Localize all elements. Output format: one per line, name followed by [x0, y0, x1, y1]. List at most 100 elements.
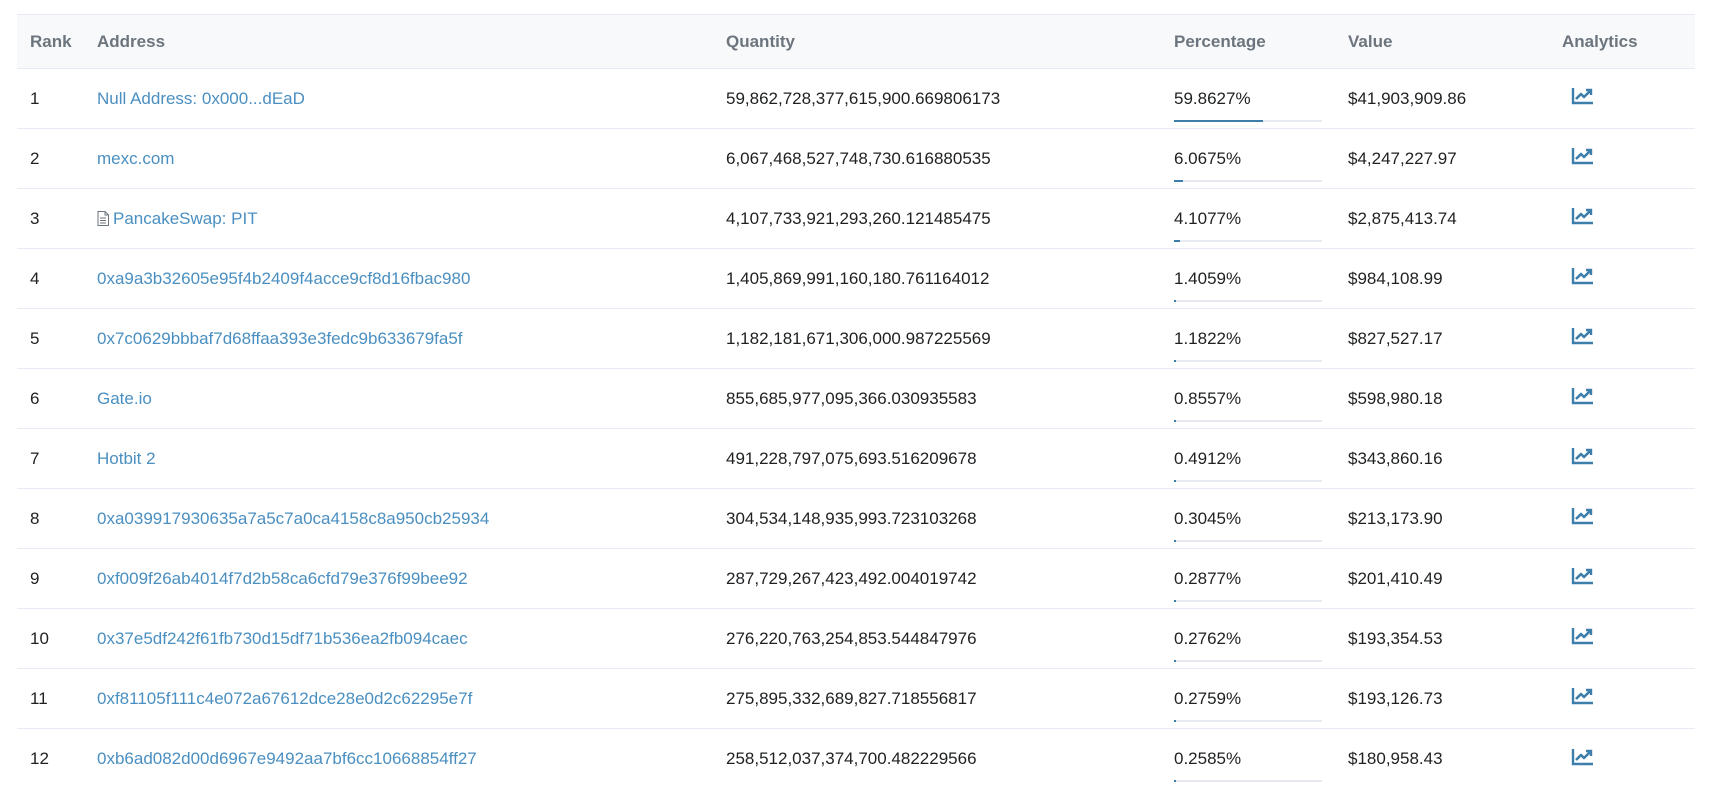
holders-table: Rank Address Quantity Percentage Value A…	[17, 14, 1695, 789]
chart-line-icon[interactable]	[1571, 206, 1595, 226]
rank-cell: 3	[30, 208, 40, 228]
address-cell: 0xf009f26ab4014f7d2b58ca6cfd79e376f99bee…	[97, 569, 726, 589]
percentage-bar-fill	[1174, 119, 1263, 122]
percentage-cell: 1.1822%	[1174, 328, 1348, 362]
table-row: 3 PancakeSwap: PIT 4,107,733,921,293,260.1…	[17, 189, 1695, 249]
address-link[interactable]: 0x7c0629bbbaf7d68ffaa393e3fedc9b633679fa…	[97, 328, 463, 348]
address-cell: Hotbit 2	[97, 449, 726, 469]
chart-line-icon[interactable]	[1571, 626, 1595, 646]
percentage-text: 0.4912%	[1174, 448, 1242, 468]
percentage-bar	[1174, 359, 1322, 362]
percentage-bar-fill	[1174, 780, 1176, 782]
analytics-cell	[1562, 86, 1695, 111]
address-cell: 0xb6ad082d00d6967e9492aa7bf6cc10668854ff…	[97, 749, 726, 769]
address-link[interactable]: 0xf009f26ab4014f7d2b58ca6cfd79e376f99bee…	[97, 568, 468, 588]
percentage-text: 0.3045%	[1174, 508, 1242, 528]
percentage-bar-fill	[1174, 239, 1181, 242]
chart-line-icon[interactable]	[1571, 146, 1595, 166]
percentage-bar	[1174, 299, 1322, 302]
percentage-text: 1.1822%	[1174, 328, 1242, 348]
quantity-cell: 4,107,733,921,293,260.121485475	[726, 208, 991, 228]
table-row: 5 0x7c0629bbbaf7d68ffaa393e3fedc9b633679f…	[17, 309, 1695, 369]
address-cell: mexc.com	[97, 149, 726, 169]
percentage-bar	[1174, 719, 1322, 722]
chart-line-icon[interactable]	[1571, 506, 1595, 526]
address-link[interactable]: PancakeSwap: PIT	[113, 208, 258, 228]
percentage-cell: 1.4059%	[1174, 268, 1348, 302]
address-cell: Null Address: 0x000...dEaD	[97, 89, 726, 109]
percentage-cell: 0.4912%	[1174, 448, 1348, 482]
percentage-text: 0.8557%	[1174, 388, 1242, 408]
percentage-bar	[1174, 479, 1322, 482]
address-cell: 0xf81105f111c4e072a67612dce28e0d2c62295e…	[97, 689, 726, 709]
quantity-cell: 855,685,977,095,366.030935583	[726, 388, 977, 408]
address-cell: 0xa039917930635a7a5c7a0ca4158c8a950cb259…	[97, 509, 726, 529]
address-link[interactable]: 0xa9a3b32605e95f4b2409f4acce9cf8d16fbac9…	[97, 268, 471, 288]
rank-cell: 1	[30, 88, 40, 108]
quantity-cell: 59,862,728,377,615,900.669806173	[726, 88, 1001, 108]
table-row: 4 0xa9a3b32605e95f4b2409f4acce9cf8d16fbac…	[17, 249, 1695, 309]
address-link[interactable]: mexc.com	[97, 148, 175, 168]
percentage-bar-fill	[1174, 299, 1177, 302]
value-cell: $193,354.53	[1348, 628, 1443, 648]
chart-line-icon[interactable]	[1571, 747, 1595, 767]
header-value: Value	[1348, 31, 1393, 51]
header-rank: Rank	[30, 31, 72, 51]
analytics-cell	[1562, 626, 1695, 651]
percentage-text: 1.4059%	[1174, 268, 1242, 288]
value-cell: $2,875,413.74	[1348, 208, 1457, 228]
address-link[interactable]: 0xa039917930635a7a5c7a0ca4158c8a950cb259…	[97, 508, 490, 528]
table-row: 8 0xa039917930635a7a5c7a0ca4158c8a950cb25…	[17, 489, 1695, 549]
table-row: 12 0xb6ad082d00d6967e9492aa7bf6cc10668854…	[17, 729, 1695, 789]
chart-line-icon[interactable]	[1571, 446, 1595, 466]
percentage-bar	[1174, 599, 1322, 602]
value-cell: $598,980.18	[1348, 388, 1443, 408]
quantity-cell: 1,405,869,991,160,180.761164012	[726, 268, 990, 288]
value-cell: $201,410.49	[1348, 568, 1443, 588]
percentage-bar	[1174, 239, 1322, 242]
address-cell: 0x7c0629bbbaf7d68ffaa393e3fedc9b633679fa…	[97, 329, 726, 349]
chart-line-icon[interactable]	[1571, 566, 1595, 586]
chart-line-icon[interactable]	[1571, 386, 1595, 406]
percentage-bar-fill	[1174, 419, 1176, 422]
table-header: Rank Address Quantity Percentage Value A…	[17, 15, 1695, 69]
analytics-cell	[1562, 747, 1695, 772]
percentage-text: 6.0675%	[1174, 148, 1242, 168]
quantity-cell: 287,729,267,423,492.004019742	[726, 568, 977, 588]
address-link[interactable]: Hotbit 2	[97, 448, 156, 468]
table-row: 10 0x37e5df242f61fb730d15df71b536ea2fb094…	[17, 609, 1695, 669]
percentage-text: 0.2877%	[1174, 568, 1242, 588]
header-address: Address	[97, 31, 166, 51]
address-cell: Gate.io	[97, 389, 726, 409]
analytics-cell	[1562, 146, 1695, 171]
rank-cell: 8	[30, 508, 40, 528]
address-link[interactable]: 0x37e5df242f61fb730d15df71b536ea2fb094ca…	[97, 628, 468, 648]
address-link[interactable]: Gate.io	[97, 388, 152, 408]
table-row: 7 Hotbit 2 491,228,797,075,693.516209678 0.…	[17, 429, 1695, 489]
chart-line-icon[interactable]	[1571, 86, 1595, 106]
address-cell: 0x37e5df242f61fb730d15df71b536ea2fb094ca…	[97, 629, 726, 649]
chart-line-icon[interactable]	[1571, 326, 1595, 346]
percentage-bar	[1174, 419, 1322, 422]
address-link[interactable]: 0xb6ad082d00d6967e9492aa7bf6cc10668854ff…	[97, 749, 477, 768]
value-cell: $180,958.43	[1348, 749, 1443, 768]
percentage-bar	[1174, 179, 1322, 182]
chart-line-icon[interactable]	[1571, 686, 1595, 706]
quantity-cell: 6,067,468,527,748,730.616880535	[726, 148, 991, 168]
percentage-bar	[1174, 119, 1322, 122]
header-percentage: Percentage	[1174, 31, 1266, 51]
percentage-bar-fill	[1174, 539, 1176, 542]
percentage-cell: 0.3045%	[1174, 508, 1348, 542]
address-cell: PancakeSwap: PIT	[97, 209, 726, 229]
percentage-text: 4.1077%	[1174, 208, 1242, 228]
chart-line-icon[interactable]	[1571, 266, 1595, 286]
percentage-cell: 0.8557%	[1174, 388, 1348, 422]
rank-cell: 12	[30, 749, 49, 768]
value-cell: $984,108.99	[1348, 268, 1443, 288]
table-row: 2 mexc.com 6,067,468,527,748,730.616880535…	[17, 129, 1695, 189]
percentage-bar-fill	[1174, 179, 1183, 182]
address-link[interactable]: Null Address: 0x000...dEaD	[97, 88, 305, 108]
value-cell: $193,126.73	[1348, 688, 1443, 708]
address-link[interactable]: 0xf81105f111c4e072a67612dce28e0d2c62295e…	[97, 688, 473, 708]
quantity-cell: 258,512,037,374,700.482229566	[726, 749, 977, 768]
